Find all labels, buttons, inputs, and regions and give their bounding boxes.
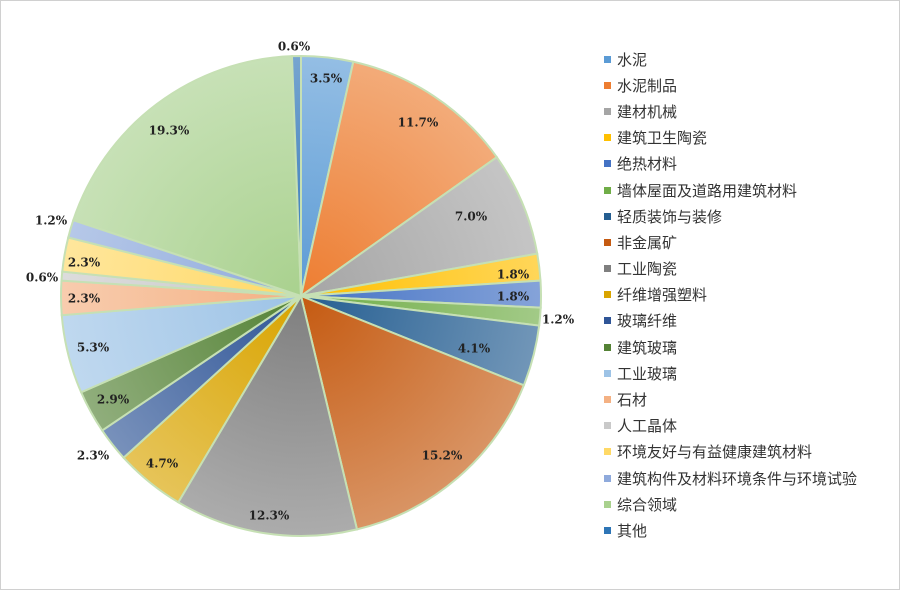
legend-item: 石材 bbox=[604, 386, 896, 412]
legend-item: 人工晶体 bbox=[604, 413, 896, 439]
legend-item: 建筑卫生陶瓷 bbox=[604, 125, 896, 151]
legend-item: 水泥制品 bbox=[604, 72, 896, 98]
legend-label: 轻质装饰与装修 bbox=[617, 207, 723, 226]
legend-swatch bbox=[604, 186, 611, 194]
legend-swatch bbox=[604, 474, 611, 482]
legend-item: 工业玻璃 bbox=[604, 360, 896, 386]
legend-item: 建筑构件及材料环境条件与环境试验 bbox=[604, 465, 896, 491]
legend-item: 工业陶瓷 bbox=[604, 256, 896, 282]
pie-slice bbox=[176, 293, 359, 537]
slice-value-label: 1.8% bbox=[497, 268, 530, 282]
legend-swatch bbox=[604, 396, 611, 404]
legend-label: 综合领域 bbox=[617, 495, 678, 514]
legend-item: 玻璃纤维 bbox=[604, 308, 896, 334]
legend-label: 玻璃纤维 bbox=[617, 312, 678, 331]
slice-value-label: 15.2% bbox=[422, 449, 463, 463]
legend-swatch bbox=[604, 422, 611, 430]
legend-swatch bbox=[604, 317, 611, 325]
pie-slice bbox=[300, 155, 539, 297]
slice-value-label: 11.7% bbox=[398, 116, 439, 130]
legend-item: 其他 bbox=[604, 517, 896, 543]
legend-item: 综合领域 bbox=[604, 491, 896, 517]
slice-value-label: 2.3% bbox=[77, 449, 110, 463]
slice-value-label: 1.2% bbox=[35, 214, 68, 228]
slice-value-label: 0.6% bbox=[26, 271, 59, 285]
pie-slice bbox=[72, 55, 303, 298]
legend-label: 工业玻璃 bbox=[617, 364, 678, 383]
legend-label: 非金属矿 bbox=[617, 233, 678, 252]
slice-value-label: 4.1% bbox=[458, 342, 491, 356]
legend-swatch bbox=[604, 291, 611, 299]
legend-item: 建材机械 bbox=[604, 98, 896, 124]
legend-label: 建筑玻璃 bbox=[617, 338, 678, 357]
legend-swatch bbox=[604, 238, 611, 246]
slice-value-label: 4.7% bbox=[146, 457, 179, 471]
legend-swatch bbox=[604, 160, 611, 168]
slice-value-label: 2.3% bbox=[68, 292, 101, 306]
legend-label: 墙体屋面及道路用建筑材料 bbox=[617, 181, 798, 200]
legend-label: 水泥 bbox=[617, 50, 648, 69]
legend-item: 纤维增强塑料 bbox=[604, 282, 896, 308]
legend-swatch bbox=[604, 500, 611, 508]
slice-value-label: 1.8% bbox=[497, 290, 530, 304]
slice-value-label: 5.3% bbox=[77, 341, 110, 355]
legend-item: 环境友好与有益健康建筑材料 bbox=[604, 439, 896, 465]
slice-value-label: 2.9% bbox=[97, 393, 130, 407]
legend-label: 工业陶瓷 bbox=[617, 260, 678, 279]
legend-item: 墙体屋面及道路用建筑材料 bbox=[604, 177, 896, 203]
legend: 水泥水泥制品建材机械建筑卫生陶瓷 绝热材料墙体屋面及道路用建筑材料 轻质装饰与装修非… bbox=[604, 46, 896, 544]
legend-label: 其他 bbox=[617, 521, 648, 540]
slice-value-label: 0.6% bbox=[278, 40, 311, 54]
pie-slice bbox=[299, 60, 499, 299]
legend-label: 水泥制品 bbox=[617, 76, 678, 95]
legend-item: 水泥 bbox=[604, 46, 896, 72]
legend-label: 纤维增强塑料 bbox=[617, 286, 708, 305]
legend-swatch bbox=[604, 81, 611, 89]
legend-swatch bbox=[604, 343, 611, 351]
slice-value-label: 3.5% bbox=[310, 72, 343, 86]
legend-label: 建筑构件及材料环境条件与环境试验 bbox=[617, 469, 858, 488]
slice-value-label: 19.3% bbox=[149, 124, 190, 138]
legend-item: 绝热材料 bbox=[604, 151, 896, 177]
legend-swatch bbox=[604, 212, 611, 220]
legend-label: 绝热材料 bbox=[617, 155, 678, 174]
legend-item: 建筑玻璃 bbox=[604, 334, 896, 360]
pie-slice bbox=[299, 294, 526, 531]
pie-slice bbox=[290, 54, 302, 297]
legend-swatch bbox=[604, 107, 611, 115]
legend-swatch bbox=[604, 448, 611, 456]
legend-swatch bbox=[604, 526, 611, 534]
legend-swatch bbox=[604, 265, 611, 273]
slice-value-label: 12.3% bbox=[249, 509, 290, 523]
legend-item: 非金属矿 bbox=[604, 229, 896, 255]
legend-label: 建材机械 bbox=[617, 102, 678, 121]
legend-label: 环境友好与有益健康建筑材料 bbox=[617, 443, 813, 462]
slice-value-label: 1.2% bbox=[542, 313, 575, 327]
legend-item: 轻质装饰与装修 bbox=[604, 203, 896, 229]
slice-value-label: 7.0% bbox=[455, 210, 488, 224]
legend-swatch bbox=[604, 369, 611, 377]
legend-label: 石材 bbox=[617, 391, 648, 410]
legend-swatch bbox=[604, 55, 611, 63]
legend-swatch bbox=[604, 134, 611, 142]
slice-value-label: 2.3% bbox=[68, 256, 101, 270]
legend-label: 人工晶体 bbox=[617, 417, 678, 436]
legend-label: 建筑卫生陶瓷 bbox=[617, 129, 708, 148]
